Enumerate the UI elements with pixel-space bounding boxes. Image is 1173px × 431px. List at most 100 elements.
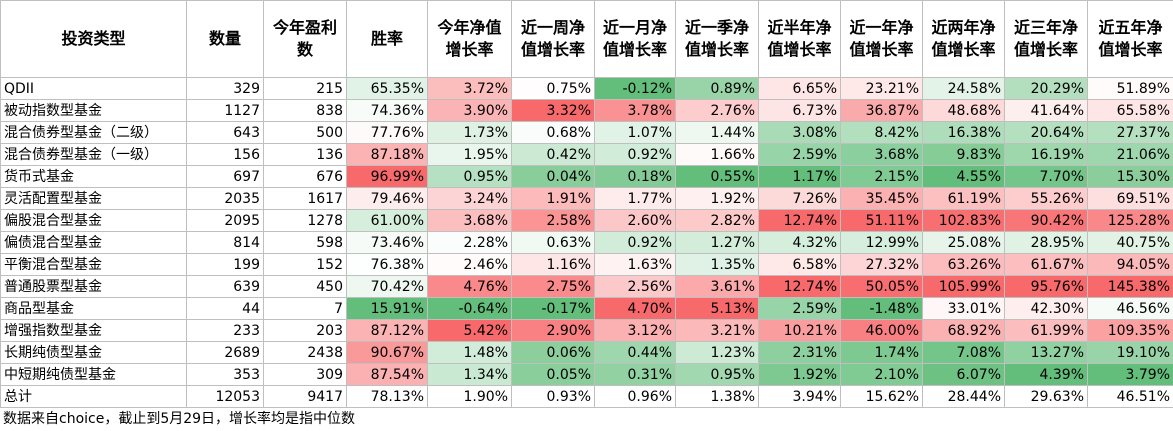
metric-cell: 10.21% — [758, 319, 841, 342]
metric-cell: 74.36% — [346, 99, 428, 122]
metric-cell: 42.30% — [1004, 297, 1088, 320]
metric-cell: 1.17% — [758, 165, 841, 188]
metric-cell: 51.89% — [1087, 77, 1173, 100]
metric-cell: 1.38% — [675, 385, 759, 408]
count-cell: 1127 — [186, 99, 264, 122]
metric-cell: 1.16% — [511, 253, 595, 276]
metric-cell: 1.92% — [758, 363, 841, 386]
total-row: 总计 12053 9417 78.13% 1.90% 0.93% 0.96% 1.38% 3.9… — [0, 385, 1173, 408]
column-header: 数量 — [186, 0, 264, 78]
metric-cell: 3.79% — [1087, 363, 1173, 386]
metric-cell: 2.82% — [675, 209, 759, 232]
metric-cell: 0.63% — [511, 231, 595, 254]
metric-cell: 0.05% — [511, 363, 595, 386]
column-header: 近一月净值增长率 — [594, 0, 676, 78]
count-cell: 2035 — [186, 187, 264, 210]
metric-cell: 70.42% — [346, 275, 428, 298]
metric-cell: 63.26% — [922, 253, 1005, 276]
metric-cell: 0.89% — [675, 77, 759, 100]
column-header: 今年净值增长率 — [427, 0, 512, 78]
count-cell: 814 — [186, 231, 264, 254]
metric-cell: 61.99% — [1004, 319, 1088, 342]
metric-cell: 65.35% — [346, 77, 428, 100]
metric-cell: 1.23% — [675, 341, 759, 364]
metric-cell: 33.01% — [922, 297, 1005, 320]
metric-cell: 0.92% — [594, 143, 676, 166]
table-row: 增强指数型基金 233 203 87.12% 5.42% 2.90% 3.12% 3.21% 1… — [0, 319, 1173, 342]
profit-count-cell: 598 — [263, 231, 347, 254]
profit-count-cell: 838 — [263, 99, 347, 122]
fund-stats-table: 投资类型 数量 今年盈利数 胜率 今年净值增长率 近一周净值增长率 近一月净值增长率 近一季净… — [0, 0, 1173, 408]
metric-cell: 0.68% — [511, 121, 595, 144]
metric-cell: 2.46% — [427, 253, 512, 276]
metric-cell: 76.38% — [346, 253, 428, 276]
metric-cell: 6.58% — [758, 253, 841, 276]
count-cell: 156 — [186, 143, 264, 166]
metric-cell: 8.42% — [840, 121, 923, 144]
profit-count-cell: 1617 — [263, 187, 347, 210]
metric-cell: 46.56% — [1087, 297, 1173, 320]
profit-count-cell: 152 — [263, 253, 347, 276]
table-row: 中短期纯债型基金 353 309 87.54% 1.34% 0.05% 0.31% 0.95%… — [0, 363, 1173, 386]
fund-type-cell: 偏债混合型基金 — [0, 231, 187, 254]
column-header: 近一季净值增长率 — [675, 0, 759, 78]
metric-cell: 96.99% — [346, 165, 428, 188]
table-row: 偏股混合型基金 2095 1278 61.00% 3.68% 2.58% 2.60% 2.82… — [0, 209, 1173, 232]
table-row: 混合债券型基金（一级） 156 136 87.18% 1.95% 0.42% 0.92% 1.… — [0, 143, 1173, 166]
table-row: 混合债券型基金（二级） 643 500 77.76% 1.73% 0.68% 1.07% 1.… — [0, 121, 1173, 144]
metric-cell: 0.75% — [511, 77, 595, 100]
metric-cell: 125.28% — [1087, 209, 1173, 232]
metric-cell: 65.58% — [1087, 99, 1173, 122]
fund-type-cell: 混合债券型基金（二级） — [0, 121, 187, 144]
metric-cell: 61.19% — [922, 187, 1005, 210]
metric-cell: 0.92% — [594, 231, 676, 254]
metric-cell: 28.44% — [922, 385, 1005, 408]
metric-cell: 15.62% — [840, 385, 923, 408]
metric-cell: 95.76% — [1004, 275, 1088, 298]
footnote: 数据来自choice，截止到5月29日，增长率均是指中位数 — [3, 411, 356, 427]
metric-cell: 1.48% — [427, 341, 512, 364]
profit-count-cell: 215 — [263, 77, 347, 100]
table-row: 商品型基金 44 7 15.91% -0.64% -0.17% 4.70% 5.13% 2.59… — [0, 297, 1173, 320]
metric-cell: -1.48% — [840, 297, 923, 320]
metric-cell: 7.26% — [758, 187, 841, 210]
metric-cell: 4.55% — [922, 165, 1005, 188]
count-cell: 44 — [186, 297, 264, 320]
metric-cell: 15.91% — [346, 297, 428, 320]
metric-cell: 69.51% — [1087, 187, 1173, 210]
metric-cell: 1.34% — [427, 363, 512, 386]
metric-cell: 20.64% — [1004, 121, 1088, 144]
metric-cell: 5.42% — [427, 319, 512, 342]
metric-cell: 40.75% — [1087, 231, 1173, 254]
metric-cell: 105.99% — [922, 275, 1005, 298]
metric-cell: 0.96% — [594, 385, 676, 408]
metric-cell: 5.13% — [675, 297, 759, 320]
metric-cell: 3.21% — [675, 319, 759, 342]
fund-type-cell: 货币式基金 — [0, 165, 187, 188]
column-header: 近两年净值增长率 — [922, 0, 1005, 78]
profit-count-cell: 309 — [263, 363, 347, 386]
header-row: 投资类型 数量 今年盈利数 胜率 今年净值增长率 近一周净值增长率 近一月净值增长率 近一季净… — [0, 0, 1173, 78]
profit-count-cell: 1278 — [263, 209, 347, 232]
metric-cell: 73.46% — [346, 231, 428, 254]
metric-cell: 87.12% — [346, 319, 428, 342]
metric-cell: -0.12% — [594, 77, 676, 100]
column-header: 今年盈利数 — [263, 0, 347, 78]
metric-cell: 29.63% — [1004, 385, 1088, 408]
metric-cell: 2.28% — [427, 231, 512, 254]
column-header: 近一周净值增长率 — [511, 0, 595, 78]
profit-count-cell: 676 — [263, 165, 347, 188]
metric-cell: 2.10% — [840, 363, 923, 386]
count-cell: 233 — [186, 319, 264, 342]
metric-cell: 27.32% — [840, 253, 923, 276]
table-row: 长期纯债型基金 2689 2438 90.67% 1.48% 0.06% 0.44% 1.23… — [0, 341, 1173, 364]
metric-cell: 4.70% — [594, 297, 676, 320]
metric-cell: 3.68% — [840, 143, 923, 166]
metric-cell: 36.87% — [840, 99, 923, 122]
fund-type-cell: 商品型基金 — [0, 297, 187, 320]
count-cell: 697 — [186, 165, 264, 188]
metric-cell: 3.24% — [427, 187, 512, 210]
metric-cell: 1.66% — [675, 143, 759, 166]
count-cell: 643 — [186, 121, 264, 144]
metric-cell: 77.76% — [346, 121, 428, 144]
